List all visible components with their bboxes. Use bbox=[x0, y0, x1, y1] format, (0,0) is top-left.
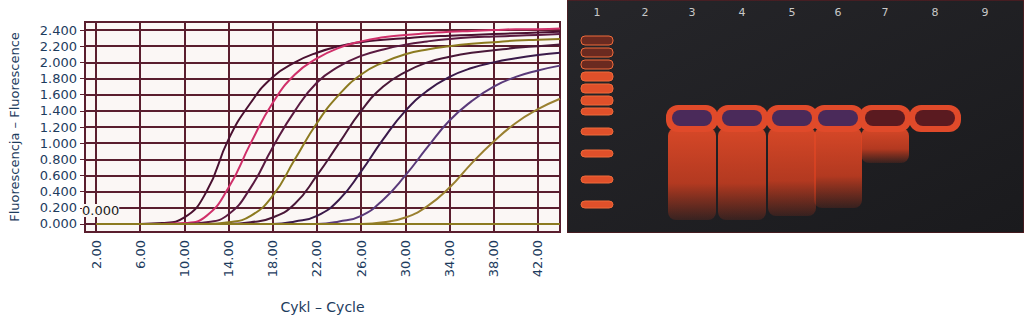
svg-text:2: 2 bbox=[642, 6, 649, 19]
svg-text:Fluorescencja – Fluorescence: Fluorescencja – Fluorescence bbox=[7, 32, 22, 222]
svg-text:26.00: 26.00 bbox=[354, 240, 369, 277]
svg-text:22.00: 22.00 bbox=[309, 240, 324, 277]
svg-text:0.800: 0.800 bbox=[40, 152, 77, 167]
svg-text:1.400: 1.400 bbox=[40, 103, 77, 118]
svg-text:9: 9 bbox=[982, 6, 989, 19]
svg-text:6: 6 bbox=[835, 6, 842, 19]
svg-text:2.200: 2.200 bbox=[40, 39, 77, 54]
svg-text:0.600: 0.600 bbox=[40, 168, 77, 183]
svg-text:7: 7 bbox=[882, 6, 889, 19]
svg-text:1: 1 bbox=[594, 6, 601, 19]
svg-text:38.00: 38.00 bbox=[486, 240, 501, 277]
svg-text:1.000: 1.000 bbox=[40, 136, 77, 151]
svg-text:42.00: 42.00 bbox=[530, 240, 545, 277]
svg-text:Cykl – Cycle: Cykl – Cycle bbox=[280, 299, 364, 315]
svg-text:1.600: 1.600 bbox=[40, 87, 77, 102]
svg-text:18.00: 18.00 bbox=[265, 240, 280, 277]
svg-text:34.00: 34.00 bbox=[442, 240, 457, 277]
svg-text:0.000: 0.000 bbox=[40, 216, 77, 231]
svg-text:2.00: 2.00 bbox=[89, 240, 104, 269]
svg-text:8: 8 bbox=[932, 6, 939, 19]
svg-text:0.400: 0.400 bbox=[40, 184, 77, 199]
svg-text:10.00: 10.00 bbox=[177, 240, 192, 277]
svg-text:0.200: 0.200 bbox=[40, 200, 77, 215]
svg-text:5: 5 bbox=[789, 6, 796, 19]
svg-text:1.200: 1.200 bbox=[40, 120, 77, 135]
svg-text:4: 4 bbox=[739, 6, 746, 19]
svg-text:1.800: 1.800 bbox=[40, 71, 77, 86]
svg-text:0.000: 0.000 bbox=[82, 203, 119, 218]
svg-text:2.000: 2.000 bbox=[40, 55, 77, 70]
svg-text:14.00: 14.00 bbox=[221, 240, 236, 277]
svg-text:3: 3 bbox=[689, 6, 696, 19]
svg-text:30.00: 30.00 bbox=[398, 240, 413, 277]
svg-text:2.400: 2.400 bbox=[40, 23, 77, 38]
svg-text:6.00: 6.00 bbox=[133, 240, 148, 269]
